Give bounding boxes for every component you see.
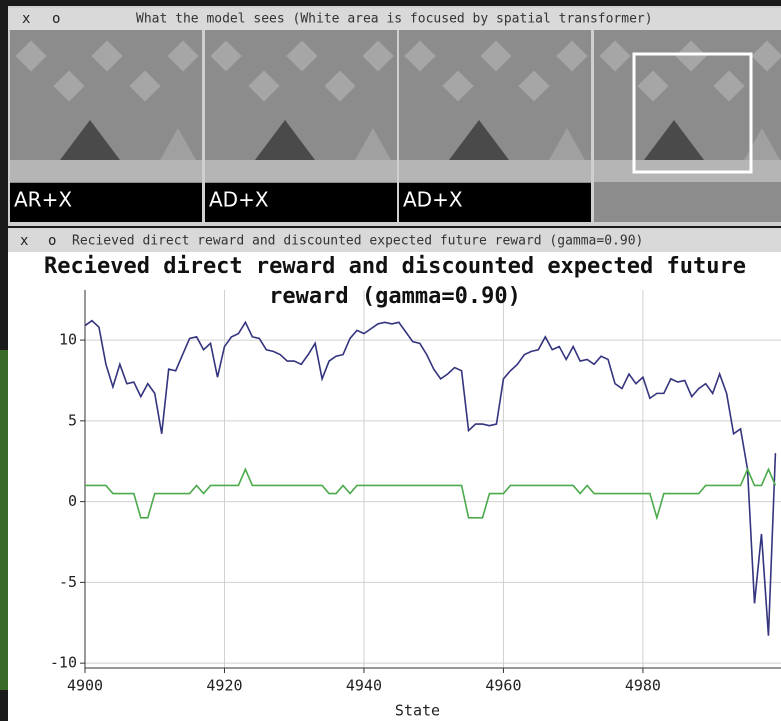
- x-axis-label: State: [395, 702, 440, 720]
- y-tick-label: 10: [59, 331, 77, 349]
- close-button[interactable]: x: [20, 233, 28, 249]
- y-tick-label: -5: [59, 573, 77, 591]
- action-label: AD+X: [209, 188, 269, 212]
- chart-area: [8, 252, 781, 721]
- y-tick-label: -10: [50, 654, 77, 672]
- screen: x o What the model sees (White area is f…: [0, 0, 781, 721]
- x-tick-label: 4980: [625, 677, 661, 695]
- action-label: AD+X: [403, 188, 463, 212]
- y-tick-label: 5: [68, 411, 77, 429]
- close-button[interactable]: x: [22, 11, 30, 27]
- desktop: x o What the model sees (White area is f…: [0, 0, 781, 721]
- chart-title: Recieved direct reward and discounted ex…: [30, 252, 760, 312]
- x-tick-label: 4900: [67, 677, 103, 695]
- window-title: Recieved direct reward and discounted ex…: [72, 234, 643, 249]
- ground: [10, 160, 202, 182]
- ground: [399, 160, 591, 182]
- window-title: What the model sees (White area is focus…: [136, 12, 653, 27]
- minimize-button[interactable]: o: [48, 233, 56, 249]
- x-tick-label: 4940: [346, 677, 382, 695]
- x-tick-label: 4920: [206, 677, 242, 695]
- action-label: AR+X: [14, 188, 72, 212]
- ground: [205, 160, 397, 182]
- y-tick-label: 0: [68, 492, 77, 510]
- x-tick-label: 4960: [485, 677, 521, 695]
- minimize-button[interactable]: o: [52, 11, 60, 27]
